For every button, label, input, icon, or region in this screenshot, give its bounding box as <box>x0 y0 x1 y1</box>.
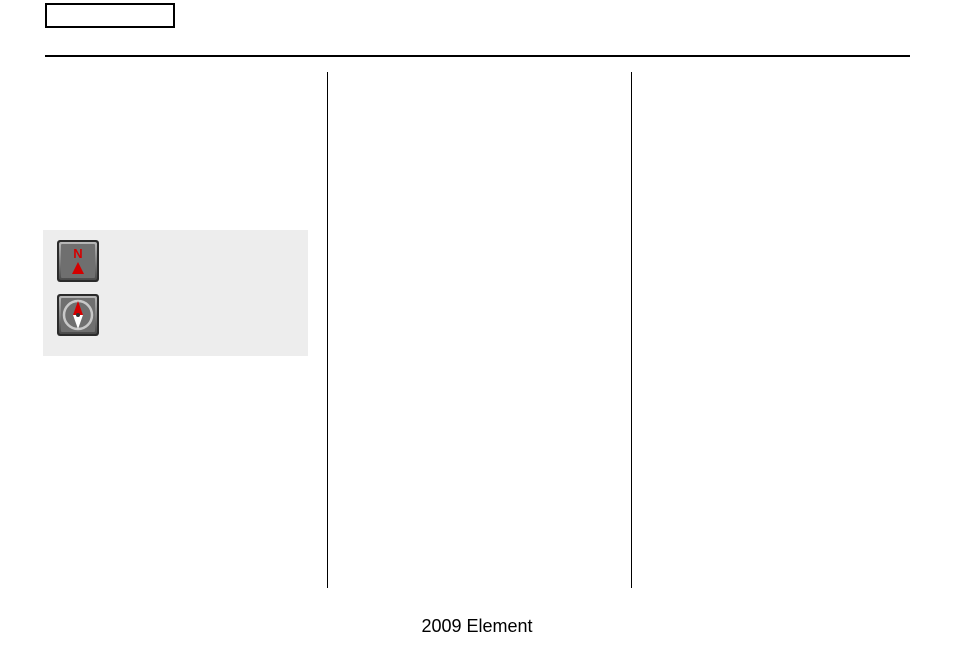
svg-text:N: N <box>73 246 82 261</box>
compass-heading-icon <box>57 294 99 336</box>
north-up-icon: N <box>57 240 99 282</box>
footer-text: 2009 Element <box>0 616 954 637</box>
compass-heading-button[interactable] <box>57 294 99 336</box>
column-divider-1 <box>327 72 328 588</box>
column-divider-2 <box>631 72 632 588</box>
top-rectangle <box>45 3 175 28</box>
north-up-button[interactable]: N <box>57 240 99 282</box>
header-rule <box>45 55 910 57</box>
icon-panel: N <box>43 230 308 356</box>
